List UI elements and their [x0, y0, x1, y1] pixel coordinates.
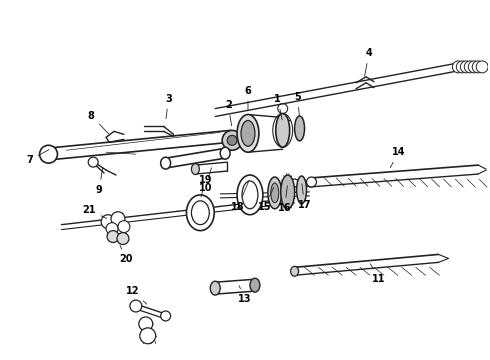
Text: 10: 10 [198, 168, 212, 193]
Circle shape [472, 61, 484, 73]
Circle shape [117, 233, 129, 244]
Text: 18: 18 [231, 181, 249, 212]
Circle shape [106, 223, 118, 235]
Circle shape [465, 61, 476, 73]
Ellipse shape [220, 147, 230, 159]
Circle shape [161, 311, 171, 321]
Ellipse shape [192, 201, 209, 225]
Ellipse shape [291, 266, 298, 276]
Text: 12: 12 [126, 286, 147, 304]
Text: 14: 14 [390, 147, 406, 168]
Circle shape [130, 300, 142, 312]
Text: 17: 17 [298, 184, 311, 210]
Circle shape [140, 328, 156, 344]
Text: 20: 20 [119, 245, 133, 264]
Ellipse shape [250, 278, 260, 292]
Text: 11: 11 [370, 264, 386, 284]
Text: 13: 13 [238, 286, 252, 304]
Text: 9: 9 [96, 168, 103, 195]
Ellipse shape [268, 177, 282, 209]
Circle shape [452, 61, 465, 73]
Circle shape [222, 130, 242, 150]
Text: 5: 5 [294, 92, 301, 116]
Circle shape [291, 179, 298, 187]
Circle shape [111, 212, 125, 226]
Ellipse shape [187, 195, 214, 231]
Ellipse shape [296, 176, 307, 204]
Text: 3: 3 [165, 94, 172, 119]
Circle shape [476, 61, 488, 73]
Text: 19: 19 [198, 175, 212, 197]
Ellipse shape [276, 113, 290, 147]
Circle shape [307, 177, 317, 187]
Ellipse shape [237, 114, 259, 152]
Ellipse shape [281, 175, 294, 209]
Text: 6: 6 [245, 86, 251, 110]
Circle shape [460, 61, 472, 73]
Ellipse shape [241, 121, 255, 146]
Circle shape [227, 135, 237, 145]
Ellipse shape [237, 175, 263, 215]
Circle shape [40, 145, 57, 163]
Ellipse shape [192, 164, 199, 175]
Text: 16: 16 [278, 186, 292, 213]
Circle shape [139, 317, 153, 331]
Text: 4: 4 [365, 48, 372, 76]
Ellipse shape [210, 281, 220, 295]
Text: 7: 7 [26, 149, 49, 165]
Circle shape [101, 215, 115, 229]
Ellipse shape [271, 183, 279, 203]
Circle shape [107, 231, 119, 243]
Text: 21: 21 [82, 205, 107, 219]
Text: 1: 1 [274, 94, 282, 120]
Text: 8: 8 [88, 111, 109, 134]
Circle shape [456, 61, 468, 73]
Text: 2: 2 [225, 100, 232, 126]
Ellipse shape [242, 181, 258, 209]
Text: 15: 15 [258, 188, 273, 212]
Circle shape [468, 61, 480, 73]
Circle shape [118, 221, 130, 233]
Ellipse shape [161, 157, 171, 169]
Ellipse shape [294, 116, 305, 141]
Circle shape [88, 157, 98, 167]
